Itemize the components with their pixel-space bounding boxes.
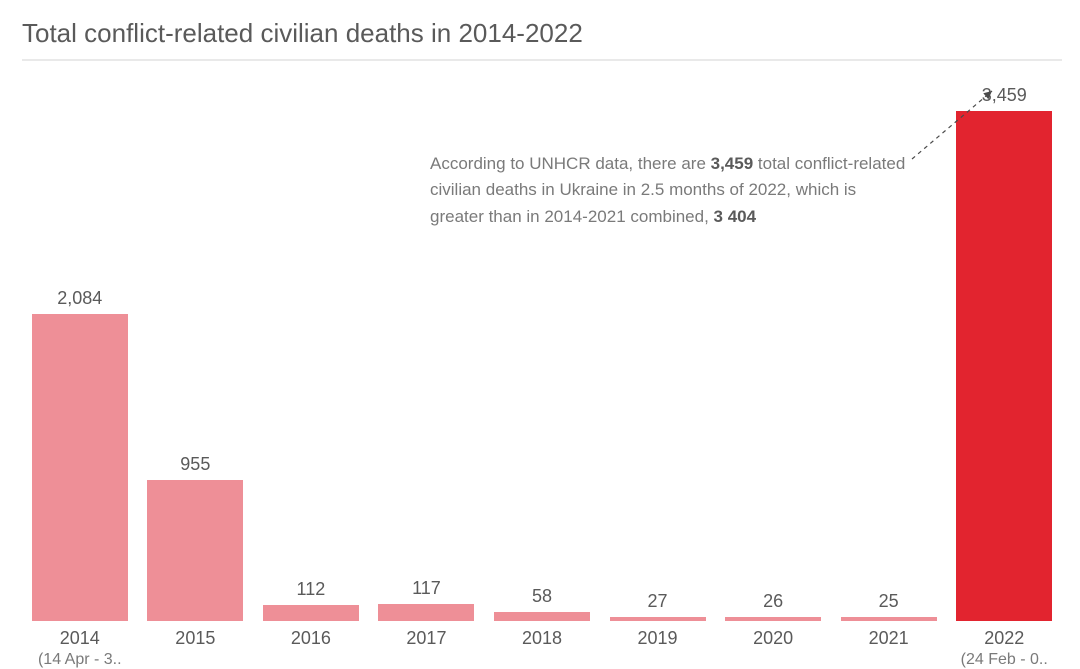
bar-value-label: 58 [494,586,590,607]
x-tick-2022: 2022 (24 Feb - 0.. [961,627,1048,669]
x-tick-2020: 2020 [753,627,793,650]
bar-2017: 117 [378,604,474,621]
x-tick-2018: 2018 [522,627,562,650]
x-tick-2015: 2015 [175,627,215,650]
bar-value-label: 2,084 [32,288,128,309]
chart-container: Total conflict-related civilian deaths i… [0,0,1080,669]
bar-value-label: 25 [841,591,937,612]
bar-2015: 955 [147,480,243,621]
bar-value-label: 112 [263,579,359,600]
x-tick-label: 2014 [60,628,100,648]
bar-2022: 3,459 [956,111,1052,621]
x-tick-label: 2019 [638,628,678,648]
x-tick-2021: 2021 [869,627,909,650]
x-tick-sublabel: (14 Apr - 3.. [38,650,122,669]
x-tick-label: 2022 [984,628,1024,648]
annotation-bold: 3 404 [714,207,757,226]
bar-2018: 58 [494,612,590,621]
x-tick-sublabel: (24 Feb - 0.. [961,650,1048,669]
bars-layer: 2,084955112117582726253,459 [22,61,1062,621]
x-tick-2014: 2014 (14 Apr - 3.. [38,627,122,669]
x-axis: 2014 (14 Apr - 3.. 2015 2016 2017 2018 2019 202… [22,621,1062,669]
x-tick-label: 2015 [175,628,215,648]
annotation-text: According to UNHCR data, there are [430,154,711,173]
plot-area: 2,084955112117582726253,459 According to… [22,59,1062,621]
x-tick-2016: 2016 [291,627,331,650]
bar-value-label: 27 [610,591,706,612]
annotation-bold: 3,459 [711,154,754,173]
bar-value-label: 26 [725,591,821,612]
x-tick-label: 2018 [522,628,562,648]
bar-value-label: 955 [147,454,243,475]
x-tick-label: 2016 [291,628,331,648]
chart-annotation: According to UNHCR data, there are 3,459… [430,151,910,230]
bar-value-label: 117 [378,578,474,599]
x-tick-2019: 2019 [638,627,678,650]
x-tick-label: 2021 [869,628,909,648]
x-tick-label: 2017 [406,628,446,648]
bar-2016: 112 [263,605,359,622]
bar-2014: 2,084 [32,314,128,621]
chart-title: Total conflict-related civilian deaths i… [22,18,1060,49]
x-tick-label: 2020 [753,628,793,648]
bar-value-label: 3,459 [956,85,1052,106]
x-tick-2017: 2017 [406,627,446,650]
